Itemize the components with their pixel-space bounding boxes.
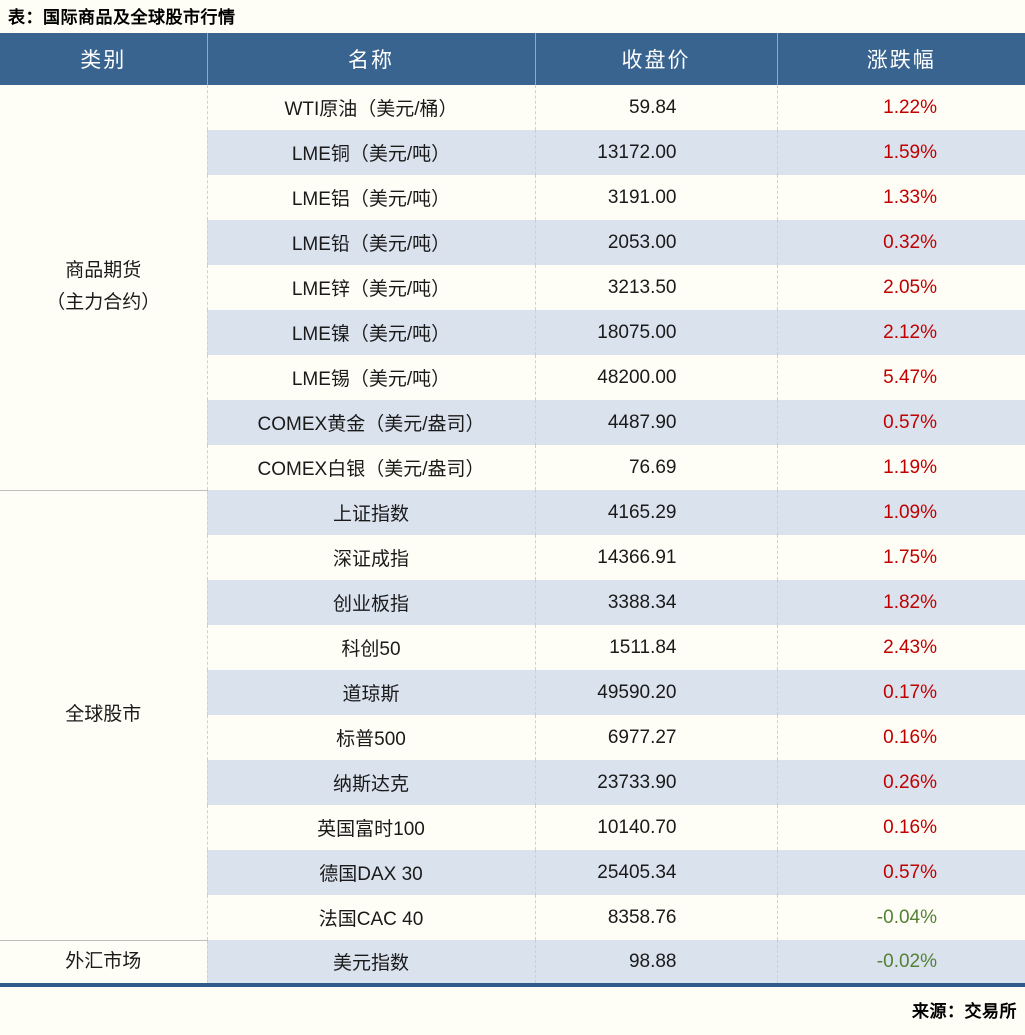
name-cell: 深证成指 bbox=[206, 535, 535, 580]
table-row: 科创50 1511.84 2.43% bbox=[0, 625, 1025, 670]
category-cell: 商品期货 （主力合约） bbox=[0, 85, 208, 491]
close-price-cell: 49590.20 bbox=[534, 670, 777, 715]
name-cell: LME锌（美元/吨） bbox=[206, 265, 535, 310]
close-price-cell: 4487.90 bbox=[534, 400, 777, 445]
name-cell: COMEX黄金（美元/盎司） bbox=[206, 400, 535, 445]
change-pct-cell: 2.05% bbox=[776, 265, 1025, 310]
change-pct-cell: 0.57% bbox=[776, 850, 1025, 895]
close-price-cell: 3388.34 bbox=[534, 580, 777, 625]
market-data-table: 类别 名称 收盘价 涨跌幅 商品期货 （主力合约） WTI原油（美元/桶） 59… bbox=[0, 33, 1025, 987]
table-row: LME锡（美元/吨） 48200.00 5.47% bbox=[0, 355, 1025, 400]
source-note: 来源：交易所 bbox=[912, 1002, 1017, 1021]
change-pct-cell: 1.33% bbox=[776, 175, 1025, 220]
close-price-cell: 13172.00 bbox=[534, 130, 777, 175]
change-pct-cell: 1.59% bbox=[776, 130, 1025, 175]
name-cell: 纳斯达克 bbox=[206, 760, 535, 805]
table-row: 全球股市 上证指数 4165.29 1.09% bbox=[0, 490, 1025, 941]
close-price-cell: 2053.00 bbox=[534, 220, 777, 265]
change-pct-cell: 0.57% bbox=[776, 400, 1025, 445]
close-price-cell: 59.84 bbox=[534, 85, 777, 130]
name-cell: 创业板指 bbox=[206, 580, 535, 625]
table-row: LME铝（美元/吨） 3191.00 1.33% bbox=[0, 175, 1025, 220]
category-cell: 外汇市场 bbox=[0, 940, 208, 986]
change-pct-cell: 2.12% bbox=[776, 310, 1025, 355]
header-name: 名称 bbox=[206, 33, 535, 85]
change-pct-cell: -0.02% bbox=[776, 940, 1025, 985]
table-row: 外汇市场 美元指数 98.88 -0.02% bbox=[0, 940, 1025, 986]
table-row: 商品期货 （主力合约） WTI原油（美元/桶） 59.84 1.22% bbox=[0, 85, 1025, 491]
change-pct-cell: 0.17% bbox=[776, 670, 1025, 715]
change-pct-cell: 5.47% bbox=[776, 355, 1025, 400]
close-price-cell: 76.69 bbox=[534, 445, 777, 490]
close-price-cell: 3213.50 bbox=[534, 265, 777, 310]
name-cell: LME铜（美元/吨） bbox=[206, 130, 535, 175]
close-price-cell: 25405.34 bbox=[534, 850, 777, 895]
change-pct-cell: 1.75% bbox=[776, 535, 1025, 580]
name-cell: 道琼斯 bbox=[206, 670, 535, 715]
change-pct-cell: 0.16% bbox=[776, 715, 1025, 760]
change-pct-cell: 1.22% bbox=[776, 85, 1025, 130]
name-cell: LME铅（美元/吨） bbox=[206, 220, 535, 265]
change-pct-cell: 0.26% bbox=[776, 760, 1025, 805]
header-row: 类别 名称 收盘价 涨跌幅 bbox=[0, 33, 1025, 85]
header-close-price: 收盘价 bbox=[534, 33, 777, 85]
close-price-cell: 98.88 bbox=[534, 940, 777, 985]
table-row: 深证成指 14366.91 1.75% bbox=[0, 535, 1025, 580]
table-row: 英国富时100 10140.70 0.16% bbox=[0, 805, 1025, 850]
name-cell: 科创50 bbox=[206, 625, 535, 670]
name-cell: COMEX白银（美元/盎司） bbox=[206, 445, 535, 490]
table-row: 法国CAC 40 8358.76 -0.04% bbox=[0, 895, 1025, 940]
change-pct-cell: 0.16% bbox=[776, 805, 1025, 850]
name-cell: 德国DAX 30 bbox=[206, 850, 535, 895]
change-pct-cell: 0.32% bbox=[776, 220, 1025, 265]
name-cell: 英国富时100 bbox=[206, 805, 535, 850]
close-price-cell: 6977.27 bbox=[534, 715, 777, 760]
close-price-cell: 23733.90 bbox=[534, 760, 777, 805]
close-price-cell: 4165.29 bbox=[534, 490, 777, 535]
close-price-cell: 18075.00 bbox=[534, 310, 777, 355]
close-price-cell: 14366.91 bbox=[534, 535, 777, 580]
name-cell: WTI原油（美元/桶） bbox=[206, 85, 535, 130]
change-pct-cell: -0.04% bbox=[776, 895, 1025, 940]
name-cell: LME锡（美元/吨） bbox=[206, 355, 535, 400]
change-pct-cell: 2.43% bbox=[776, 625, 1025, 670]
name-cell: LME镍（美元/吨） bbox=[206, 310, 535, 355]
header-change-pct: 涨跌幅 bbox=[776, 33, 1025, 85]
name-cell: 美元指数 bbox=[206, 940, 535, 985]
close-price-cell: 10140.70 bbox=[534, 805, 777, 850]
name-cell: LME铝（美元/吨） bbox=[206, 175, 535, 220]
close-price-cell: 1511.84 bbox=[534, 625, 777, 670]
change-pct-cell: 1.82% bbox=[776, 580, 1025, 625]
change-pct-cell: 1.19% bbox=[776, 445, 1025, 490]
close-price-cell: 3191.00 bbox=[534, 175, 777, 220]
header-category: 类别 bbox=[0, 33, 207, 85]
name-cell: 标普500 bbox=[206, 715, 535, 760]
table-row: LME锌（美元/吨） 3213.50 2.05% bbox=[0, 265, 1025, 310]
name-cell: 法国CAC 40 bbox=[206, 895, 535, 940]
name-cell: 上证指数 bbox=[206, 490, 535, 535]
table-row: 标普500 6977.27 0.16% bbox=[0, 715, 1025, 760]
close-price-cell: 48200.00 bbox=[534, 355, 777, 400]
category-cell: 全球股市 bbox=[0, 490, 208, 941]
table-row: COMEX白银（美元/盎司） 76.69 1.19% bbox=[0, 445, 1025, 490]
close-price-cell: 8358.76 bbox=[534, 895, 777, 940]
change-pct-cell: 1.09% bbox=[776, 490, 1025, 535]
table-row: LME铜（美元/吨） 13172.00 1.59% bbox=[0, 130, 1025, 175]
page-title: 表：国际商品及全球股市行情 bbox=[8, 8, 236, 27]
